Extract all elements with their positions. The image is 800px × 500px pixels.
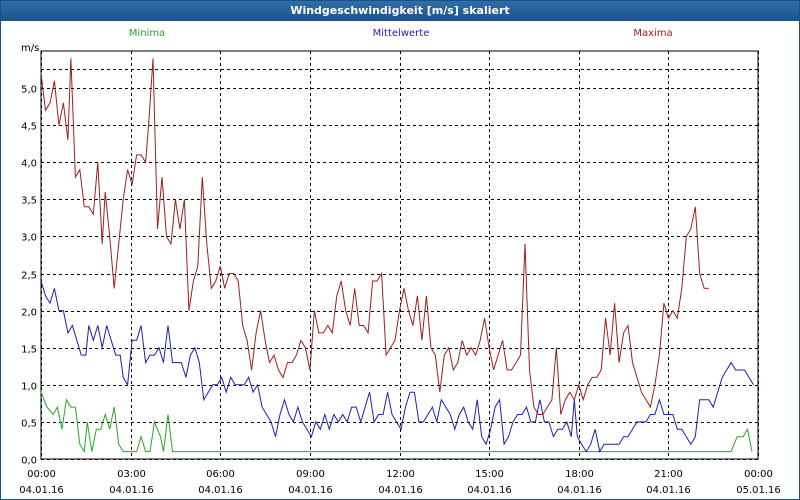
mittelwerte-line: [40, 280, 754, 453]
window-title: Windgeschwindigkeit [m/s] skaliert: [1, 1, 799, 21]
maxima-line: [40, 58, 709, 415]
y-axis-unit-label: m/s: [21, 43, 39, 54]
x-tick-date-label: 04.01.16: [109, 485, 154, 496]
x-tick-date-label: 04.01.16: [646, 485, 691, 496]
y-tick-label: 3,0: [21, 233, 37, 244]
legend-maxima: Maxima: [633, 28, 672, 39]
x-tick-time-label: 00:00: [27, 469, 56, 480]
x-tick-time-label: 03:00: [117, 469, 146, 480]
x-tick-time-label: 12:00: [386, 469, 415, 480]
x-tick-time-label: 21:00: [654, 469, 683, 480]
wind-speed-chart: m/s Minima Mittelwerte Maxima 0,0 0,5 1,0 1…: [19, 28, 781, 496]
y-tick-label: 2,0: [21, 308, 37, 319]
y-tick-label: 5,0: [21, 85, 37, 96]
x-tick-date-label: 04.01.16: [557, 485, 602, 496]
y-tick-label: 2,5: [21, 271, 37, 282]
x-tick-date-label: 04.01.16: [378, 485, 423, 496]
x-tick-time-label: 18:00: [565, 469, 594, 480]
x-tick-date-label: 04.01.16: [467, 485, 512, 496]
x-tick-date-label: 04.01.16: [288, 485, 333, 496]
x-tick-time-label: 09:00: [296, 469, 325, 480]
y-tick-label: 3,5: [21, 196, 37, 207]
y-tick-label: 0,5: [21, 419, 37, 430]
y-tick-label: 1,0: [21, 382, 37, 393]
x-tick-date-label: 04.01.16: [198, 485, 243, 496]
x-tick-time-label: 00:00: [744, 469, 773, 480]
y-tick-label: 0,0: [21, 456, 37, 467]
y-tick-label: 1,5: [21, 345, 37, 356]
legend-minima: Minima: [129, 28, 165, 39]
x-tick-date-label: 05.01.16: [736, 485, 781, 496]
x-tick-time-label: 15:00: [475, 469, 504, 480]
y-tick-label: 4,5: [21, 122, 37, 133]
minima-line: [40, 392, 753, 454]
x-tick-time-label: 06:00: [206, 469, 235, 480]
legend-mittelwerte: Mittelwerte: [373, 28, 430, 39]
plot-frame: [40, 50, 759, 460]
x-tick-date-label: 04.01.16: [19, 485, 64, 496]
y-tick-label: 4,0: [21, 159, 37, 170]
